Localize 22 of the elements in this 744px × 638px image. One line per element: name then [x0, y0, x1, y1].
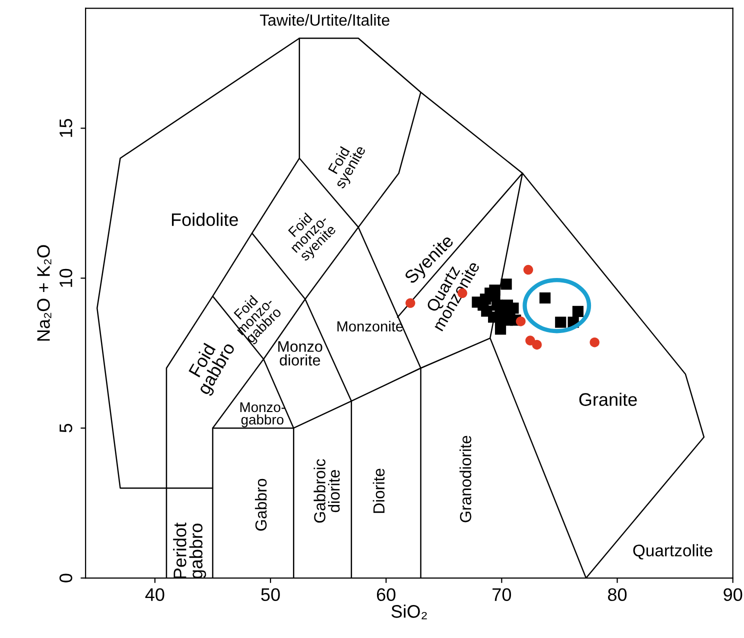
x-tick-label: 90 [724, 588, 742, 602]
annotation: Granite [579, 392, 637, 406]
annotation: Gabbro [254, 478, 267, 531]
x-tick-label: 50 [261, 588, 280, 602]
annotation: Diorite [372, 468, 385, 513]
annotation: Quartzolite [633, 544, 712, 560]
annotation: Gabbroic diorite [314, 459, 340, 523]
x-tick-label: 80 [608, 588, 627, 602]
x-axis-title: SiO₂ [391, 604, 427, 620]
annotation: Tawite/Urtite/Italite [260, 14, 390, 26]
y-tick-label: 15 [60, 118, 72, 137]
x-tick-label: 60 [376, 588, 396, 602]
annotation: Monzo diorite [278, 341, 322, 366]
x-tick-label: 40 [145, 588, 164, 602]
y-tick-label: 0 [59, 574, 72, 582]
y-tick-label: 10 [59, 268, 72, 287]
annotation: Foidolite [172, 212, 238, 226]
y-axis-title: Na₂O + K₂O [37, 245, 52, 341]
y-tick-label: 5 [60, 424, 72, 432]
annotation: Granodiorite [460, 436, 472, 522]
x-tick-label: 70 [492, 588, 512, 602]
annotation: Peridot gabbro [173, 522, 206, 578]
